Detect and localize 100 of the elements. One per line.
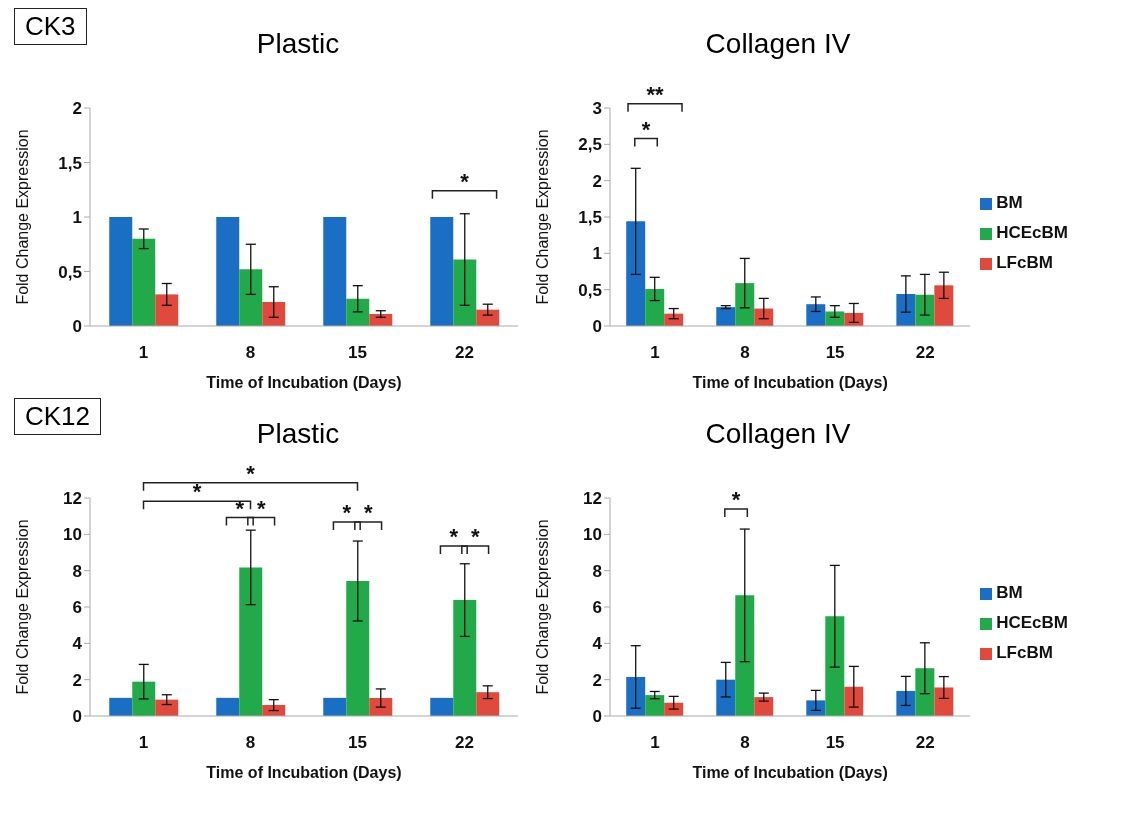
legend-label: HCEcBM xyxy=(996,613,1068,632)
bar xyxy=(716,307,736,326)
legend-label: LFcBM xyxy=(996,253,1053,272)
bar xyxy=(216,697,240,716)
bar xyxy=(626,221,646,326)
bar xyxy=(915,668,935,716)
bar xyxy=(323,217,347,326)
x-tick-label: 22 xyxy=(455,733,474,753)
y-tick-label: 0 xyxy=(592,707,602,727)
y-tick-label: 12 xyxy=(63,489,82,509)
y-tick-label: 4 xyxy=(592,634,603,654)
chart-title: Collagen IV xyxy=(704,417,852,451)
y-tick-label: 1,5 xyxy=(578,208,602,228)
bar xyxy=(896,690,916,716)
y-tick-label: 1 xyxy=(72,208,82,228)
x-axis-title: Time of Incubation (Days) xyxy=(692,764,888,781)
x-axis-title: Time of Incubation (Days) xyxy=(692,374,888,391)
bar xyxy=(934,285,954,326)
bar xyxy=(369,314,393,326)
y-tick-label: 10 xyxy=(63,525,82,545)
bar xyxy=(346,581,370,716)
x-tick-label: 22 xyxy=(915,733,935,753)
bar xyxy=(754,697,774,716)
x-tick-label: 22 xyxy=(915,343,935,363)
bar xyxy=(645,695,665,716)
x-tick-label: 15 xyxy=(348,733,367,753)
y-axis-title: Fold Change Expression xyxy=(13,129,31,305)
y-tick-label: 8 xyxy=(72,561,82,581)
text: ** xyxy=(646,81,665,107)
bar xyxy=(239,567,263,716)
x-tick-label: 15 xyxy=(348,343,367,363)
chart-title: Plastic xyxy=(256,418,340,449)
x-tick-label: 15 xyxy=(825,343,845,363)
annotation: * xyxy=(731,486,741,512)
y-tick-label: 8 xyxy=(592,561,602,581)
bar xyxy=(716,679,736,716)
bar xyxy=(430,217,454,326)
y-tick-label: 1,5 xyxy=(58,153,82,173)
y-tick-label: 6 xyxy=(592,598,602,618)
bar xyxy=(934,687,954,716)
legend-label: BM xyxy=(996,193,1023,212)
bar xyxy=(369,698,393,716)
annotation: * xyxy=(363,499,373,525)
bar xyxy=(825,616,845,716)
x-tick-label: 8 xyxy=(740,733,750,753)
annotation: * xyxy=(641,116,651,142)
legend-label: BM xyxy=(996,583,1023,602)
x-tick-label: 22 xyxy=(455,343,474,363)
y-tick-label: 2 xyxy=(592,670,602,690)
y-axis-title: Fold Change Expression xyxy=(533,129,551,305)
annotation: * xyxy=(449,523,459,549)
bar xyxy=(453,259,477,326)
bar xyxy=(109,697,133,716)
bar xyxy=(915,294,935,326)
x-tick-label: 1 xyxy=(650,733,660,753)
bar xyxy=(896,294,916,326)
bar xyxy=(239,269,263,326)
y-tick-label: 2 xyxy=(592,171,602,191)
y-tick-label: 6 xyxy=(72,598,82,618)
x-tick-label: 8 xyxy=(245,343,256,363)
bar xyxy=(346,298,370,326)
bar xyxy=(825,311,845,326)
bar xyxy=(626,676,646,716)
bar xyxy=(844,686,864,716)
legend-label: LFcBM xyxy=(996,643,1053,662)
bar xyxy=(155,294,179,326)
y-tick-label: 0 xyxy=(72,317,82,337)
x-axis-title: Time of Incubation (Days) xyxy=(206,764,402,781)
text: * xyxy=(246,460,256,486)
y-tick-label: 3 xyxy=(592,99,602,119)
annotation: * xyxy=(235,495,245,521)
x-tick-label: 8 xyxy=(245,733,256,753)
bar xyxy=(132,681,156,716)
bar xyxy=(476,692,500,716)
bar xyxy=(735,283,755,326)
y-axis-title: Fold Change Expression xyxy=(533,519,551,695)
y-axis-title: Fold Change Expression xyxy=(13,519,31,695)
bar xyxy=(645,288,665,326)
y-tick-label: 10 xyxy=(583,525,602,545)
x-tick-label: 8 xyxy=(740,343,750,363)
bar xyxy=(806,700,826,716)
y-tick-label: 2,5 xyxy=(578,135,602,155)
x-tick-label: 1 xyxy=(138,343,149,363)
annotation: * xyxy=(256,495,266,521)
chart-subtitle: CK3 xyxy=(14,8,87,45)
annotation: * xyxy=(342,499,352,525)
y-tick-label: 0 xyxy=(592,317,602,337)
y-tick-label: 2 xyxy=(72,670,82,690)
y-tick-label: 0 xyxy=(72,707,82,727)
y-tick-label: 2 xyxy=(72,99,82,119)
chart-title: Collagen IV xyxy=(704,27,852,61)
bar xyxy=(216,217,240,326)
bar xyxy=(735,595,755,716)
bar xyxy=(806,304,826,326)
y-tick-label: 4 xyxy=(72,634,83,654)
y-tick-label: 1 xyxy=(592,244,602,264)
bar xyxy=(132,238,156,326)
bar xyxy=(262,302,286,326)
y-tick-label: 0,5 xyxy=(578,280,602,300)
bar xyxy=(109,217,133,326)
